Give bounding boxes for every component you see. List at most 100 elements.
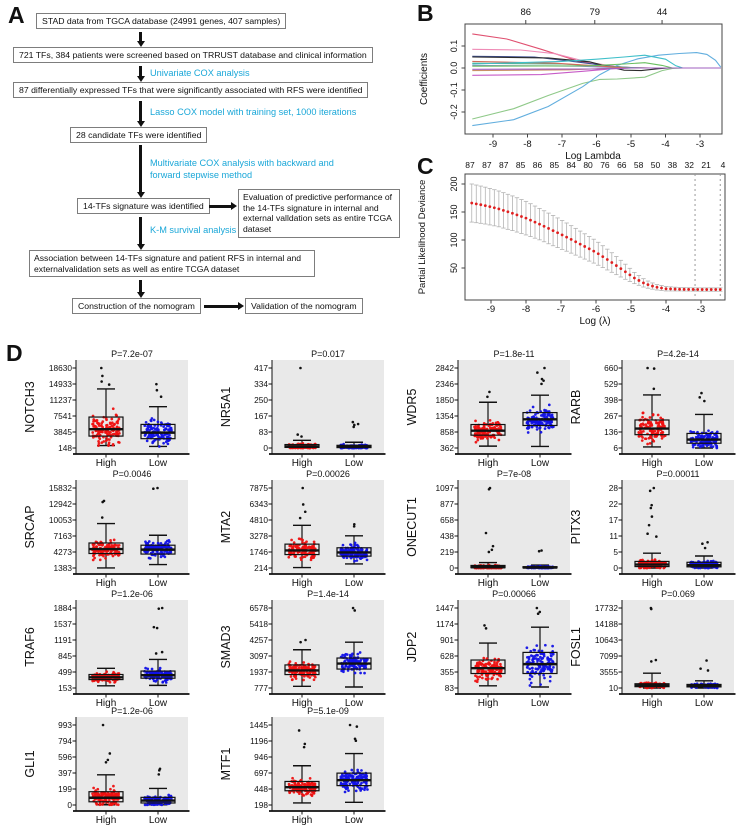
svg-text:362: 362 (440, 443, 454, 453)
boxplot-PITX3: P=0.00011 0 5 11 17 22 28 High Low PITX3 (569, 469, 736, 589)
svg-text:-5: -5 (627, 304, 635, 315)
svg-text:21: 21 (701, 160, 711, 170)
svg-text:MTA2: MTA2 (219, 511, 233, 543)
svg-text:87: 87 (499, 160, 509, 170)
svg-text:6: 6 (613, 443, 618, 453)
svg-text:NOTCH3: NOTCH3 (23, 381, 37, 432)
flow-box-87-tfs: 87 differentially expressed TFs that wer… (13, 82, 369, 99)
flow-box-14tfs-signature: 14-TFs signature was identified (77, 198, 210, 215)
svg-text:10: 10 (609, 683, 619, 693)
svg-text:P=1.2e-06: P=1.2e-06 (111, 706, 153, 716)
svg-text:Low: Low (695, 458, 714, 469)
svg-text:7099: 7099 (600, 651, 619, 661)
svg-text:17: 17 (609, 515, 619, 525)
panel-a-label: A (8, 2, 25, 28)
svg-text:High: High (96, 578, 117, 589)
svg-text:100: 100 (449, 232, 459, 247)
svg-text:P=7.2e-07: P=7.2e-07 (111, 349, 153, 359)
boxplot-FOSL1: P=0.069 10 3555 7099 10643 14188 17732 High Low F… (569, 589, 736, 709)
svg-text:High: High (96, 458, 117, 469)
svg-text:777: 777 (254, 683, 268, 693)
svg-text:334: 334 (254, 379, 268, 389)
svg-text:RARB: RARB (569, 390, 583, 425)
svg-text:80: 80 (583, 160, 593, 170)
svg-text:66: 66 (617, 160, 627, 170)
flow-step-lasso-cox: Lasso COX model with training set, 1000 … (150, 107, 357, 117)
svg-text:7541: 7541 (54, 411, 73, 421)
svg-text:P=1.2e-06: P=1.2e-06 (111, 589, 153, 599)
svg-text:214: 214 (254, 563, 268, 573)
svg-text:Low: Low (345, 578, 364, 589)
svg-text:Low: Low (531, 698, 550, 709)
svg-text:High: High (292, 578, 313, 589)
svg-text:901: 901 (440, 635, 454, 645)
flow-box-nomogram-construction: Construction of the nomogram (72, 298, 201, 315)
svg-text:3097: 3097 (250, 651, 269, 661)
arrow-right-icon (209, 202, 237, 211)
svg-text:Low: Low (149, 815, 168, 826)
svg-text:86: 86 (533, 160, 543, 170)
svg-text:Low: Low (695, 578, 714, 589)
flow-box-721-tfs: 721 TFs, 384 patients were screened base… (13, 47, 373, 64)
svg-text:SMAD3: SMAD3 (219, 625, 233, 668)
panel-d-label: D (6, 340, 23, 366)
flow-box-nomogram-validation: Validation of the nomogram (245, 298, 363, 315)
svg-text:-8: -8 (522, 304, 530, 315)
svg-text:219: 219 (440, 547, 454, 557)
flow-step-multivariate-cox: Multivariate COX analysis with backward … (150, 158, 334, 180)
svg-text:448: 448 (254, 784, 268, 794)
svg-text:1850: 1850 (436, 395, 455, 405)
svg-text:-3: -3 (697, 304, 705, 315)
arrow-right-icon (204, 302, 244, 311)
svg-text:355: 355 (440, 667, 454, 677)
svg-text:1383: 1383 (54, 563, 73, 573)
arrow-down-icon (136, 101, 145, 127)
svg-text:1445: 1445 (250, 720, 269, 730)
svg-text:438: 438 (440, 531, 454, 541)
svg-text:0: 0 (263, 443, 268, 453)
svg-text:5418: 5418 (250, 619, 269, 629)
svg-text:11: 11 (609, 531, 618, 541)
arrow-down-icon (136, 217, 145, 250)
svg-text:JDP2: JDP2 (405, 632, 419, 663)
svg-text:Low: Low (345, 698, 364, 709)
svg-text:83: 83 (259, 427, 269, 437)
svg-text:794: 794 (58, 736, 72, 746)
svg-text:79: 79 (589, 7, 600, 18)
svg-text:85: 85 (516, 160, 526, 170)
svg-text:1447: 1447 (436, 603, 455, 613)
svg-text:-3: -3 (696, 139, 704, 150)
svg-text:0: 0 (613, 563, 618, 573)
svg-text:1191: 1191 (54, 635, 72, 645)
svg-text:Low: Low (531, 578, 550, 589)
svg-text:4810: 4810 (250, 515, 269, 525)
boxplot-JDP2: P=0.00066 83 355 628 901 1174 1447 High Low JDP2 (405, 589, 572, 709)
boxplot-MTF1: P=5.1e-09 198 448 697 946 1196 1445 High Low MTF1 (219, 706, 386, 826)
svg-text:High: High (642, 698, 663, 709)
flow-box-stad-data: STAD data from TGCA database (24991 gene… (36, 13, 287, 30)
svg-text:MTF1: MTF1 (219, 748, 233, 781)
svg-text:-0.2: -0.2 (449, 104, 459, 120)
svg-text:596: 596 (58, 752, 72, 762)
svg-text:Low: Low (531, 458, 550, 469)
svg-text:628: 628 (440, 651, 454, 661)
svg-text:7875: 7875 (250, 483, 269, 493)
svg-text:1746: 1746 (250, 547, 269, 557)
boxplot-NOTCH3: P=7.2e-07 148 3845 7541 11237 14933 18630 High L… (23, 349, 190, 469)
svg-text:-7: -7 (557, 304, 565, 315)
svg-text:-6: -6 (592, 304, 600, 315)
svg-text:High: High (642, 458, 663, 469)
svg-text:3555: 3555 (600, 667, 619, 677)
svg-text:-9: -9 (489, 139, 497, 150)
svg-text:58: 58 (634, 160, 644, 170)
svg-text:NR5A1: NR5A1 (219, 387, 233, 427)
svg-text:P=0.069: P=0.069 (661, 589, 695, 599)
svg-text:87: 87 (482, 160, 492, 170)
svg-text:Log Lambda: Log Lambda (565, 151, 621, 162)
boxplot-WDR5: P=1.8e-11 362 858 1354 1850 2346 2842 High Low WD… (405, 349, 572, 469)
svg-text:0.1: 0.1 (449, 40, 459, 53)
svg-text:148: 148 (58, 443, 72, 453)
svg-text:1174: 1174 (436, 619, 454, 629)
svg-text:FOSL1: FOSL1 (569, 627, 583, 667)
svg-text:P=4.2e-14: P=4.2e-14 (657, 349, 699, 359)
